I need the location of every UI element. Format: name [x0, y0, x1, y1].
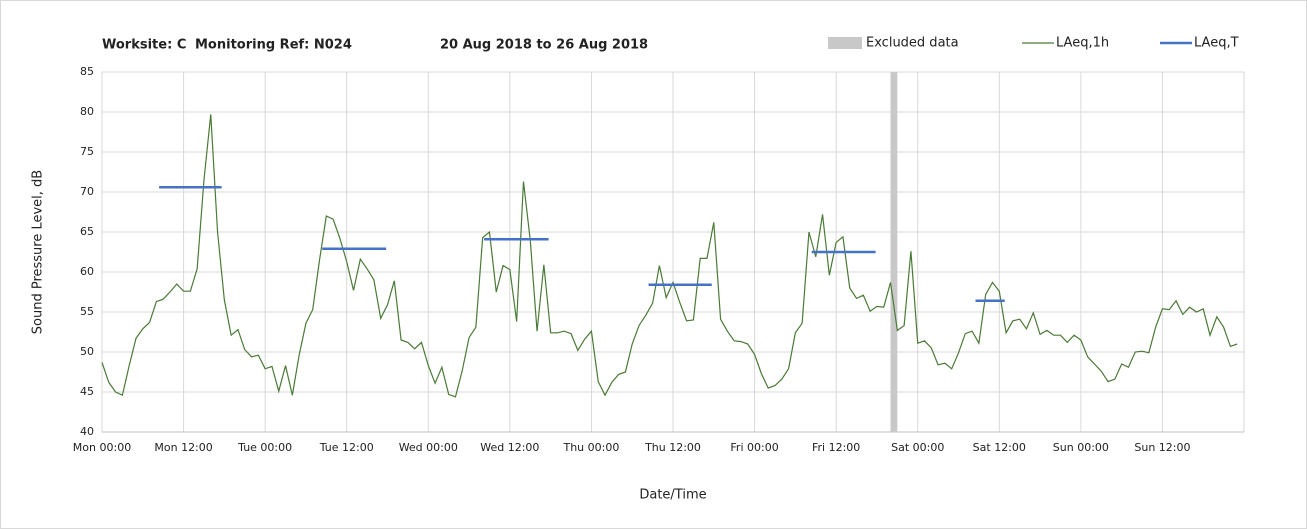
chart-subtitle: Monitoring Ref: N024 — [195, 38, 352, 53]
chart-title: Worksite: C — [102, 38, 186, 53]
x-tick-label: Thu 00:00 — [562, 441, 619, 454]
y-tick-label: 45 — [80, 385, 94, 398]
x-tick-label: Thu 12:00 — [644, 441, 701, 454]
legend-swatch — [828, 37, 862, 49]
x-tick-label: Wed 12:00 — [480, 441, 539, 454]
y-tick-label: 70 — [80, 185, 94, 198]
y-tick-label: 75 — [80, 145, 94, 158]
y-tick-label: 60 — [80, 265, 94, 278]
x-tick-label: Mon 00:00 — [73, 441, 131, 454]
y-tick-label: 80 — [80, 105, 94, 118]
legend-label: LAeq,T — [1194, 36, 1239, 51]
x-tick-label: Tue 00:00 — [237, 441, 292, 454]
x-tick-label: Mon 12:00 — [154, 441, 212, 454]
x-tick-label: Tue 12:00 — [319, 441, 374, 454]
y-tick-label: 65 — [80, 225, 94, 238]
y-tick-label: 55 — [80, 305, 94, 318]
x-tick-label: Sat 12:00 — [973, 441, 1026, 454]
legend-label: Excluded data — [866, 36, 959, 51]
line-series — [101, 114, 1238, 398]
x-tick-label: Fri 12:00 — [812, 441, 860, 454]
legend-label: LAeq,1h — [1056, 36, 1109, 51]
x-tick-label: Fri 00:00 — [730, 441, 778, 454]
y-tick-label: 50 — [80, 345, 94, 358]
x-tick-label: Wed 00:00 — [399, 441, 458, 454]
y-tick-label: 85 — [80, 65, 94, 78]
chart-period: 20 Aug 2018 to 26 Aug 2018 — [440, 38, 648, 53]
x-tick-label: Sun 12:00 — [1134, 441, 1190, 454]
x-tick-label: Sun 00:00 — [1053, 441, 1109, 454]
y-axis-label: Sound Pressure Level, dB — [31, 170, 46, 334]
excluded-band — [890, 72, 898, 432]
x-axis-label: Date/Time — [639, 488, 706, 503]
y-tick-label: 40 — [80, 425, 94, 438]
x-tick-label: Sat 00:00 — [891, 441, 944, 454]
